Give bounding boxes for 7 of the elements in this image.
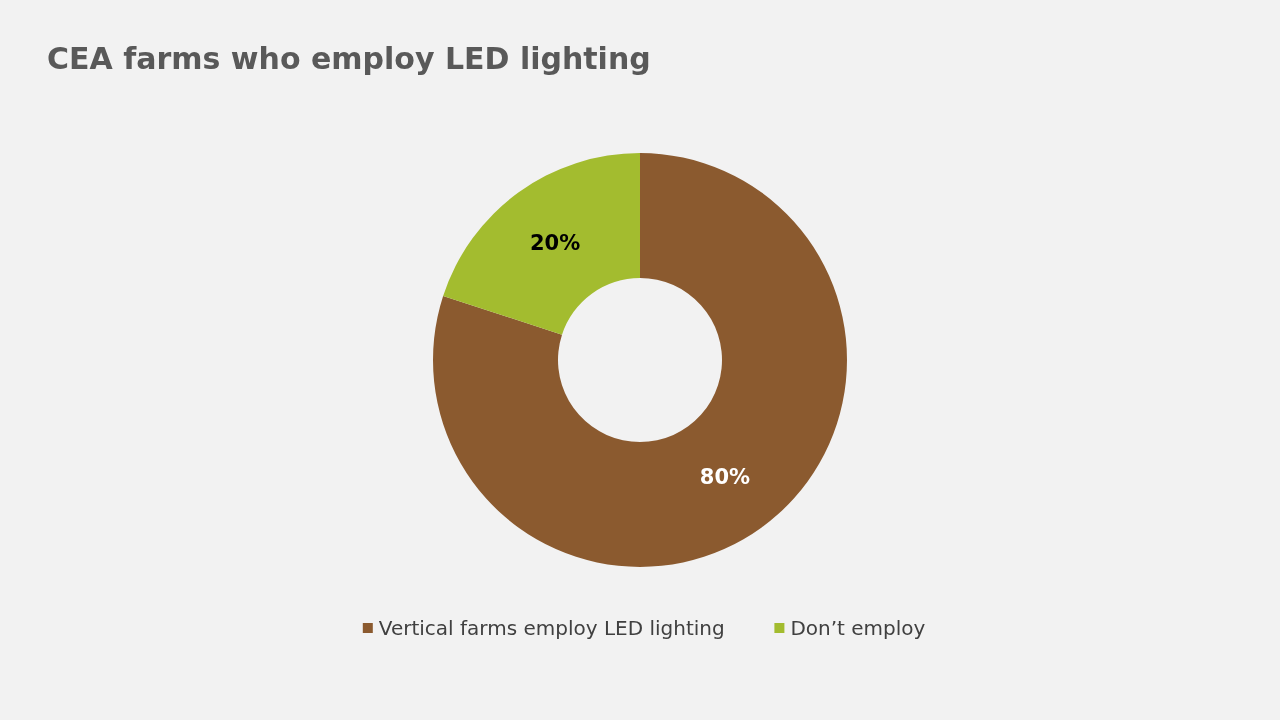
donut-slice (443, 153, 640, 335)
data-label: 20% (529, 231, 581, 256)
chart-title: CEA farms who employ LED lighting (47, 41, 651, 76)
legend-label: Vertical farms employ LED lighting (378, 616, 725, 640)
legend-label: Don’t employ (790, 616, 926, 640)
data-label: 80% (699, 464, 751, 489)
donut-slice (433, 153, 847, 567)
